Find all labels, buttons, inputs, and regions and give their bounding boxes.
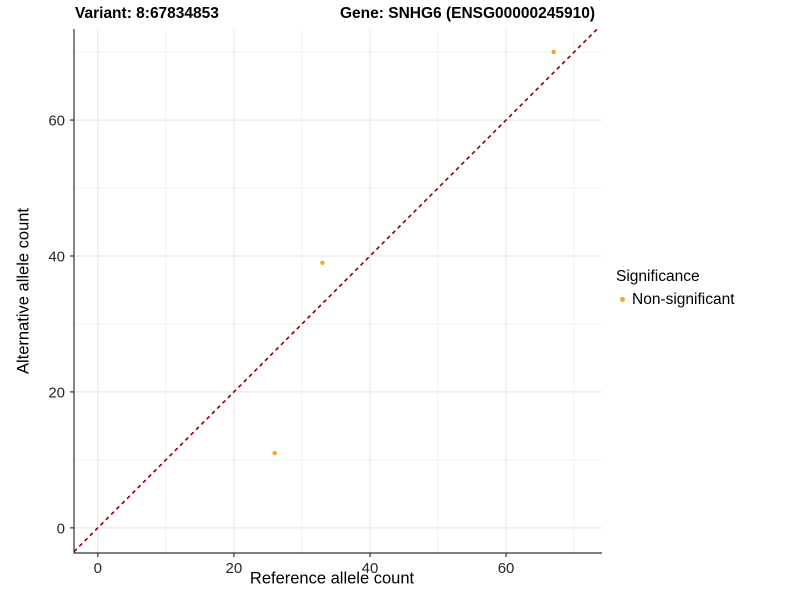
legend: Significance Non-significant [616, 267, 735, 309]
legend-item-label: Non-significant [632, 291, 735, 308]
legend-item-non-significant: Non-significant [616, 290, 735, 309]
x-axis-title: Reference allele count [249, 569, 415, 588]
x-tick-label: 60 [498, 560, 515, 577]
plot-title-gene: Gene: SNHG6 (ENSG00000245910) [340, 5, 596, 22]
data-point [551, 49, 556, 55]
x-tick-label: 40 [362, 560, 379, 577]
x-tick-label: 20 [226, 560, 243, 577]
legend-point-swatch [620, 297, 625, 302]
identity-dashed-line [73, 28, 598, 553]
y-tick-label: 40 [48, 248, 65, 265]
y-tick-label: 0 [57, 520, 65, 537]
plot-title-variant: Variant: 8:67834853 [75, 5, 219, 22]
y-tick-label: 60 [48, 113, 65, 130]
legend-title: Significance [616, 268, 700, 285]
x-tick-label: 0 [94, 560, 102, 577]
y-tick-label: 20 [48, 384, 65, 401]
data-point [320, 260, 325, 265]
data-point [272, 450, 277, 456]
